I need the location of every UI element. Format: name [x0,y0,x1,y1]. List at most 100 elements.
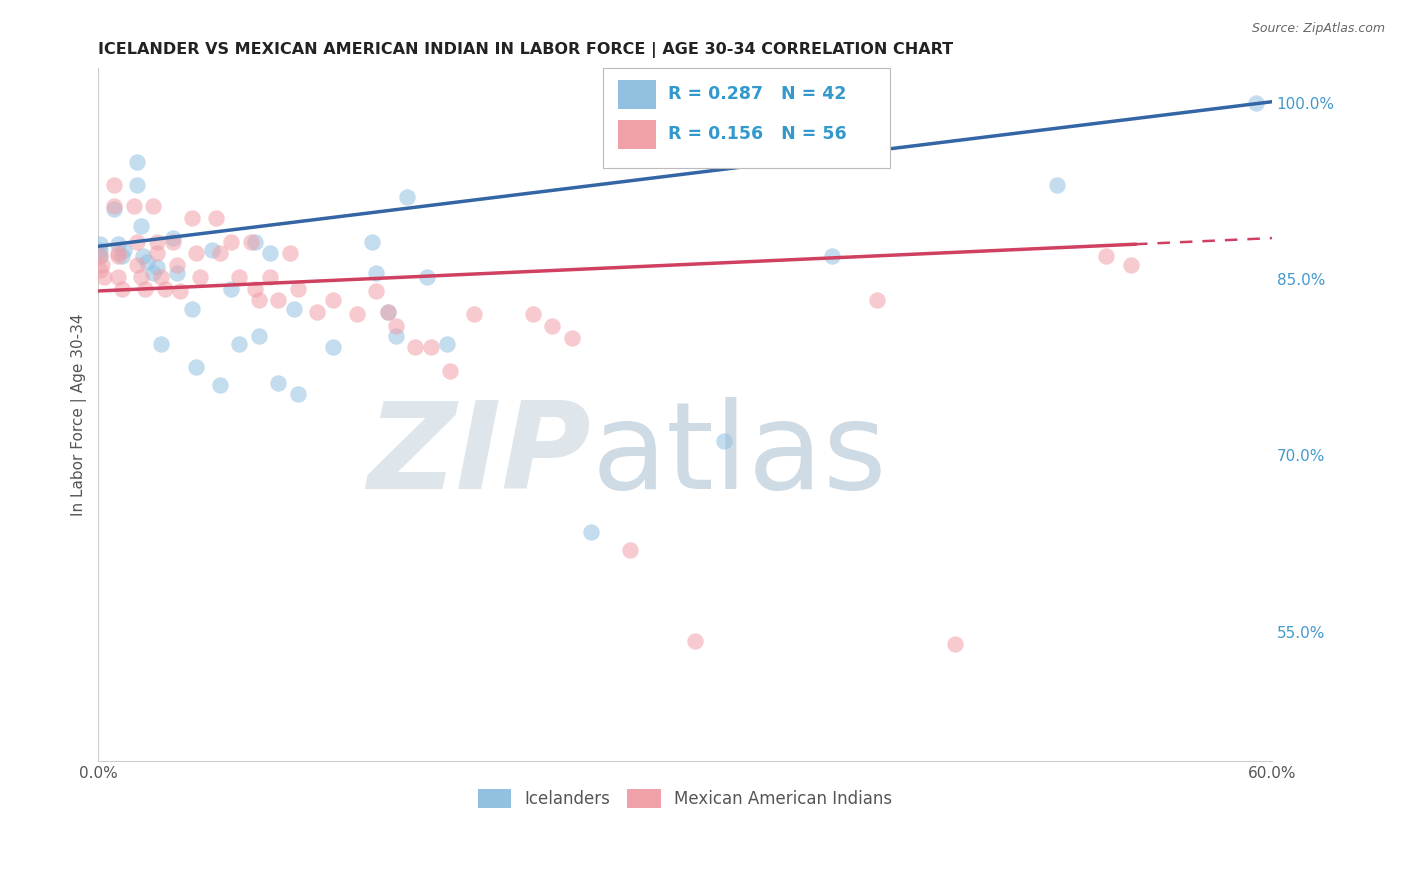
Point [166,258,188,272]
Point [149,269,172,284]
Point [259,246,281,260]
Point [228,336,250,351]
Point [136,254,159,268]
Point [208,246,231,260]
Point [89,243,111,257]
Point [561,331,583,345]
Point [267,376,290,390]
Point [169,284,191,298]
Point [204,211,226,225]
Point [1244,95,1267,110]
Text: R = 0.287   N = 42: R = 0.287 N = 42 [668,85,846,103]
Point [149,336,172,351]
Point [127,235,149,249]
Point [821,249,844,263]
Point [436,336,458,351]
Point [93,269,115,284]
Point [943,636,966,650]
Point [131,269,153,284]
Text: ZIP: ZIP [367,398,592,515]
Point [384,328,406,343]
Point [201,243,224,257]
Point [1119,258,1142,272]
Point [439,364,461,378]
Point [103,202,125,216]
Point [91,258,114,272]
Point [307,305,329,319]
Point [127,178,149,193]
Point [463,308,485,322]
Point [247,293,270,308]
Point [181,301,204,316]
Point [131,219,153,234]
Point [142,266,165,280]
Point [146,235,169,249]
Point [267,293,290,308]
Point [188,269,211,284]
Point [364,284,387,298]
FancyBboxPatch shape [619,120,655,149]
Point [283,301,305,316]
Point [153,282,176,296]
Point [89,236,111,251]
Point [107,249,129,263]
Point [278,246,301,260]
Point [186,246,208,260]
Text: R = 0.156   N = 56: R = 0.156 N = 56 [668,125,846,143]
Point [361,235,384,249]
Point [89,249,111,263]
Legend: Icelanders, Mexican American Indians: Icelanders, Mexican American Indians [471,782,898,815]
FancyBboxPatch shape [619,80,655,109]
Point [122,199,145,213]
Point [419,340,441,354]
Point [259,269,281,284]
Point [228,269,250,284]
Point [713,434,735,449]
Point [112,243,135,257]
Point [134,282,156,296]
Point [162,231,184,245]
Point [186,360,208,375]
Y-axis label: In Labor Force | Age 30-34: In Labor Force | Age 30-34 [72,313,87,516]
Point [127,258,149,272]
Point [181,211,204,225]
Point [384,319,406,334]
Point [619,542,641,557]
Point [404,340,426,354]
Text: Source: ZipAtlas.com: Source: ZipAtlas.com [1251,22,1385,36]
Point [162,235,184,249]
Point [541,319,564,334]
Point [287,282,309,296]
Point [208,378,231,392]
Point [346,308,368,322]
Point [866,293,889,308]
Point [146,260,169,275]
Point [416,269,439,284]
Point [107,236,129,251]
Point [132,249,155,263]
Point [111,249,134,263]
Point [107,246,129,260]
Point [377,305,399,319]
Text: ICELANDER VS MEXICAN AMERICAN INDIAN IN LABOR FORCE | AGE 30-34 CORRELATION CHAR: ICELANDER VS MEXICAN AMERICAN INDIAN IN … [98,42,953,58]
Point [221,235,243,249]
Point [581,524,603,539]
Point [377,305,399,319]
Point [243,282,266,296]
Point [89,262,111,277]
Point [243,235,266,249]
Point [322,340,344,354]
Point [107,269,129,284]
Point [522,308,544,322]
Point [89,249,111,263]
Point [146,246,169,260]
Point [103,178,125,193]
Point [322,293,344,308]
Point [239,235,262,249]
Point [683,634,706,648]
Point [396,190,419,204]
Point [287,387,309,401]
Point [166,266,188,280]
Point [221,282,243,296]
Point [1046,178,1069,193]
